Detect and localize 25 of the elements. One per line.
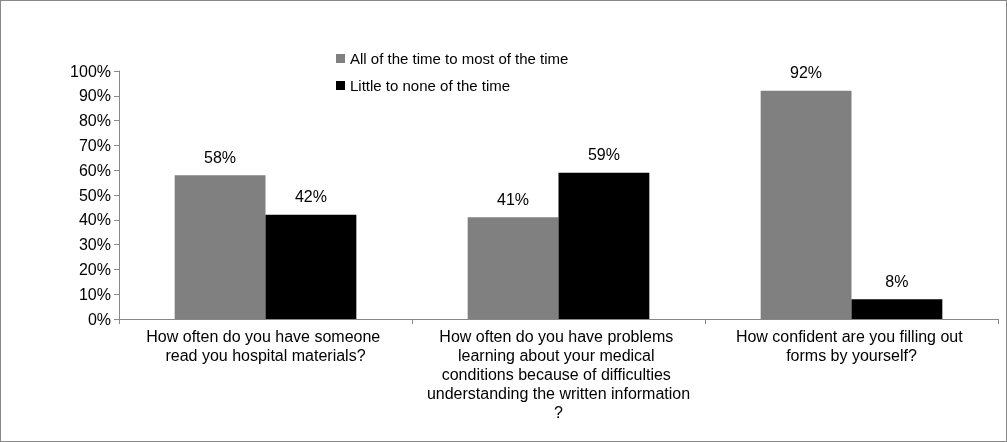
x-tick-label: How often do you have problems learning about your medical conditions because of difficulties understanding the written information? xyxy=(426,328,691,421)
data-label: 58% xyxy=(204,148,237,166)
bar xyxy=(851,299,943,319)
y-tick-label: 70% xyxy=(78,136,111,154)
y-tick-label: 100% xyxy=(70,62,111,80)
data-label: 41% xyxy=(497,190,530,208)
y-tick-label: 80% xyxy=(78,112,111,130)
x-tick-label: How often do you have someone read you hospital materials? xyxy=(146,328,385,364)
bar xyxy=(265,214,357,319)
y-tick-label: 50% xyxy=(78,186,111,204)
y-tick-label: 60% xyxy=(78,161,111,179)
data-label: 42% xyxy=(294,188,327,206)
y-tick-label: 40% xyxy=(78,211,111,229)
bar xyxy=(558,172,650,319)
legend-label: Little to none of the time xyxy=(350,77,511,94)
x-tick-label: How confident are you filling out forms by yourself? xyxy=(735,328,968,364)
y-tick-label: 20% xyxy=(78,260,111,278)
y-tick-label: 0% xyxy=(87,310,111,328)
y-tick-label: 90% xyxy=(78,87,111,105)
y-tick-label: 10% xyxy=(78,285,111,303)
data-label: 59% xyxy=(587,146,620,164)
y-tick-label: 30% xyxy=(78,236,111,254)
legend-label: All of the time to most of the time xyxy=(350,50,569,67)
data-label: 92% xyxy=(790,64,823,82)
data-label: 8% xyxy=(885,272,909,290)
